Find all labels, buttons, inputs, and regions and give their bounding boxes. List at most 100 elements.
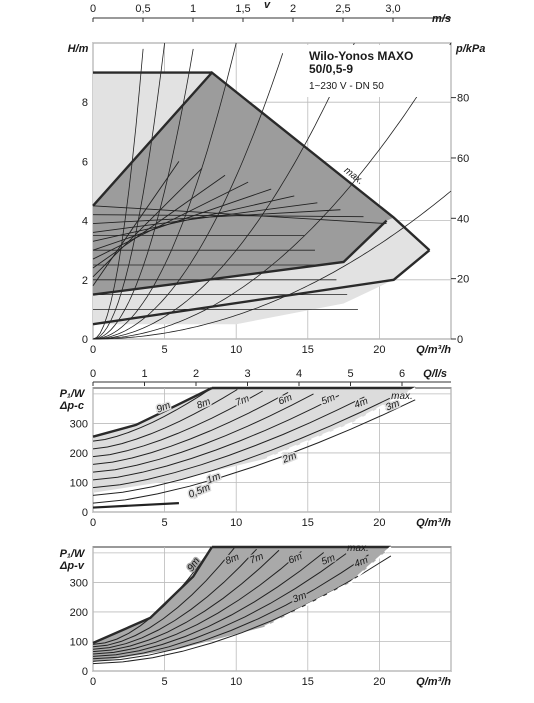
system-curve [92,43,355,340]
panel2-low-curve [92,502,179,509]
panel3-max-label: max. [347,543,369,554]
panel2-top-tick-label: 2 [193,368,199,380]
panel2-edge-dash [264,387,416,460]
x-tick-label: 0 [90,344,96,356]
y-tick-label: 6 [82,156,88,168]
panel3-x-axis-label: Q/m³/h [416,676,451,688]
panel3-head-curve [92,551,302,655]
panel2-y-label-1: P₁/W [60,388,86,400]
speed-line [92,205,387,225]
speed-line [92,214,364,218]
x-tick-label: 10 [230,344,242,356]
system-curve [92,53,284,340]
panel3-x-tick-label: 5 [162,676,168,688]
panel3-x-tick-label: 20 [373,676,385,688]
panel2-top-tick-label: 4 [296,368,302,380]
panel3-9m-curve [92,546,213,645]
panel2-max-label: max. [391,391,413,402]
title-box [304,45,450,97]
boundary-curve [92,249,431,326]
y2-axis-label: p/kPa [455,43,485,55]
panel2-y-tick-label: 300 [70,418,88,430]
top-axis-tick-label: 1,5 [235,3,250,15]
top-axis-tick-label: 0,5 [135,3,150,15]
y2-tick-label: 60 [457,153,469,165]
panel3-y-label-1: P₁/W [60,548,86,560]
y-tick-label: 2 [82,275,88,287]
y2-tick-label: 40 [457,213,469,225]
panel2-top-tick-label: 5 [347,368,353,380]
panel2-curve-label: 6m [277,392,294,407]
y-axis-label: H/m [68,43,89,55]
panel2-curve-label: 9m [155,400,172,415]
speed-line [92,161,180,286]
panel2-top-tick-label: 1 [141,368,147,380]
x-tick-label: 15 [302,344,314,356]
panel2-head-curve [92,387,213,442]
panel2-head-curve [92,397,391,496]
panel2-head-curve [92,394,340,481]
system-curve [92,42,165,340]
panel3-edge-dash [264,546,392,628]
panel2-y-tick-label: 200 [70,448,88,460]
panel2-y-label-2: Δp-c [59,400,84,412]
panel2-head-curve [92,399,416,504]
panel2-x-axis-label: Q/m³/h [416,517,451,529]
y-tick-label: 0 [82,334,88,346]
chart-subtitle: 1~230 V - DN 50 [309,81,384,92]
x-axis-label: Q/m³/h [416,344,451,356]
x-tick-label: 20 [373,344,385,356]
system-curve [92,48,194,340]
system-curve [92,48,144,340]
top-axis-tick-label: 1 [190,3,196,15]
speed-line [92,167,203,278]
y2-tick-label: 0 [457,334,463,346]
speed-line [92,195,295,242]
panel3-head-curve [92,554,369,662]
speed-line [92,188,272,251]
y2-tick-label: 80 [457,93,469,105]
panel2-top-tick-label: 0 [90,368,96,380]
panel3-head-curve [92,553,347,660]
y-tick-label: 8 [82,97,88,109]
top-axis-tick-label: 3,0 [385,3,400,15]
panel2-x-tick-label: 15 [302,517,314,529]
panel2-top-tick-label: 6 [399,368,405,380]
panel2-x-tick-label: 0 [90,517,96,529]
chart-title-line1: Wilo-Yonos MAXO [309,49,413,63]
panel2-9m-curve [92,386,213,438]
speed-line [92,181,249,260]
boundary-curve [92,219,388,296]
panel2-head-curve [92,390,263,458]
panel2-head-curve [92,396,365,489]
panel3-y-tick-label: 0 [82,666,88,678]
panel2-head-curve [92,393,314,473]
panel2-top-tick-label: 3 [244,368,250,380]
system-curve [92,42,237,340]
top-axis-symbol: v [264,0,271,11]
field-dark [93,72,394,295]
x-tick-label: 5 [162,344,168,356]
panel2-y-tick-label: 100 [70,477,88,489]
panel2-top-axis-label: Q/l/s [423,368,447,380]
panel3-field [93,547,391,663]
speed-line [92,174,226,269]
panel2-x-tick-label: 10 [230,517,242,529]
panel2-x-tick-label: 20 [373,517,385,529]
chart-title-line2: 50/0,5-9 [309,62,353,76]
system-curve [93,42,452,340]
top-axis-tick-label: 2,5 [335,3,350,15]
panel3-head-curve [92,547,235,648]
panel3-head-curve [92,548,257,650]
panel2-head-curve [92,391,289,465]
panel3-y-label-2: Δp-v [59,560,85,572]
panel3-head-curve [92,552,325,657]
panel3-head-curve [92,555,392,665]
panel3-y-tick-label: 200 [70,607,88,619]
panel3-x-tick-label: 10 [230,676,242,688]
panel2-x-tick-label: 5 [162,517,168,529]
panel2-y-tick-label: 0 [82,507,88,519]
panel3-head-curve [92,549,280,653]
